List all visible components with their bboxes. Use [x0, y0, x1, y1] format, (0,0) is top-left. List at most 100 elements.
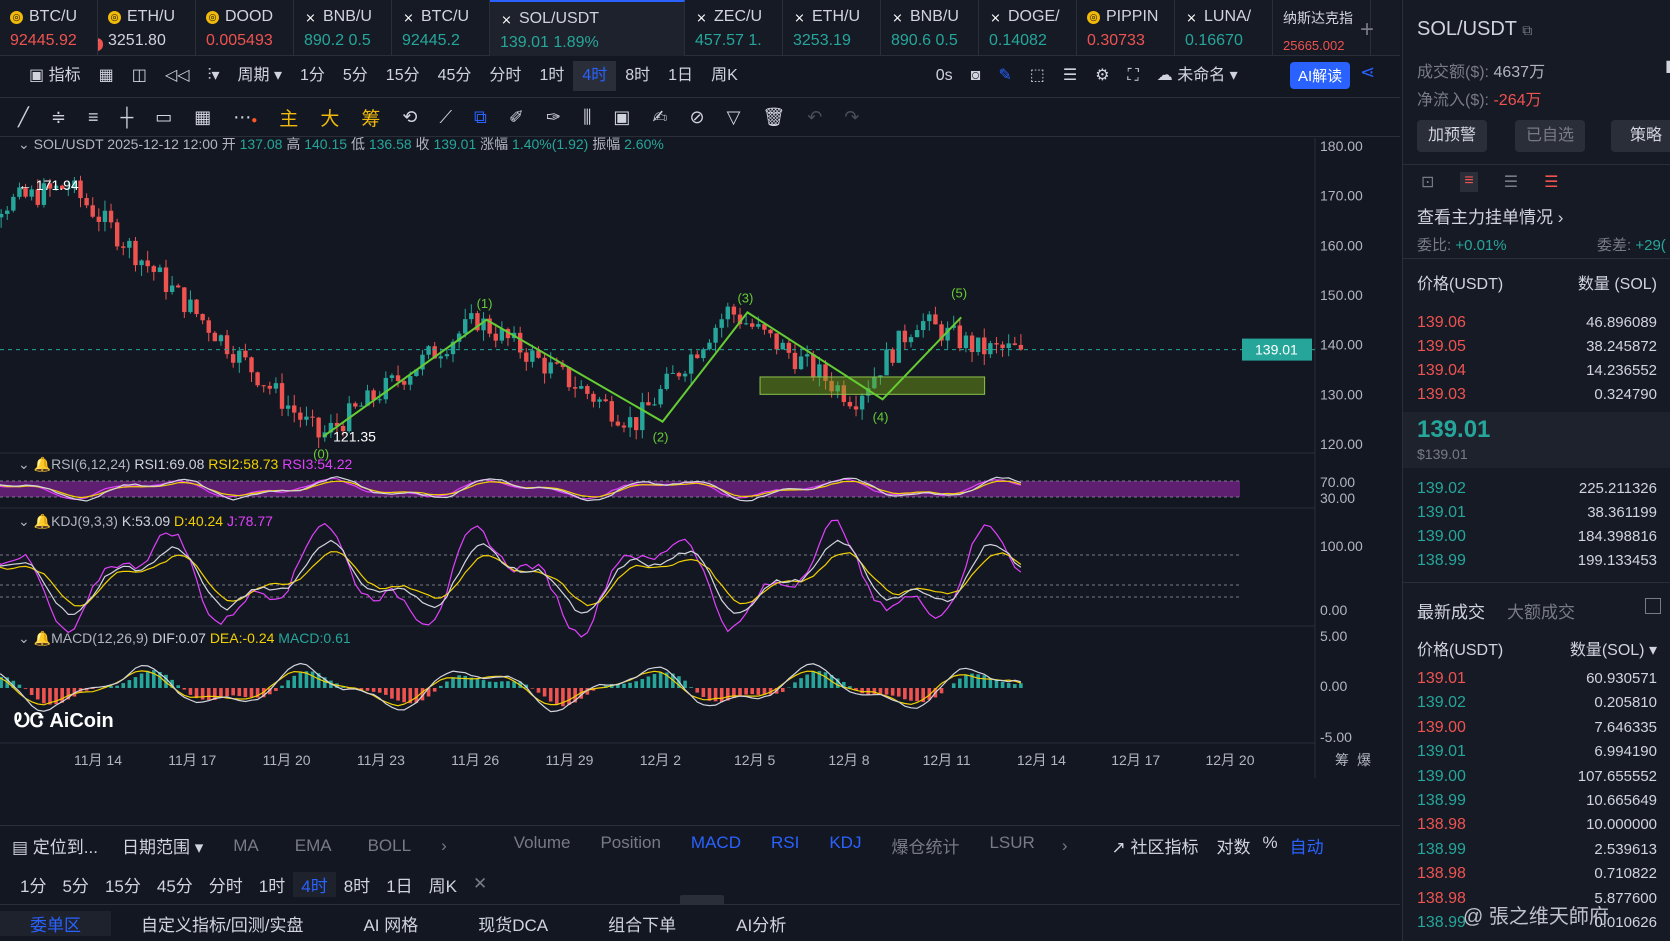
orderbook-row[interactable]: 138.99 2.539613 [1417, 841, 1657, 859]
formula-icon[interactable]: ⟲ [402, 106, 418, 127]
highlighter-icon[interactable]: ✑ [546, 106, 562, 127]
interval-5[interactable]: 1时 [539, 67, 565, 84]
orderbook-row[interactable]: 138.98 5.877600 [1417, 890, 1657, 908]
big-chip-button[interactable]: 大 [320, 108, 340, 130]
more-tools-icon[interactable]: ⋯● [233, 106, 258, 127]
orderbook-row[interactable]: 138.98 10.000000 [1417, 816, 1657, 834]
copy-icon[interactable]: ⧉ [474, 106, 487, 127]
interval-0[interactable]: 1分 [299, 67, 325, 84]
more-main-icon[interactable]: › [441, 835, 447, 855]
interval-7[interactable]: 8时 [625, 67, 651, 84]
add-alert-button[interactable]: 加预警 [1417, 120, 1487, 152]
expand-icon[interactable]: ⬚ [1029, 67, 1045, 84]
note-icon[interactable]: ✍ [652, 106, 668, 127]
sub-indicator-6[interactable]: LSUR [989, 833, 1035, 852]
panel-toggle-handle[interactable] [680, 895, 724, 905]
share-icon[interactable]: ⋖ [1360, 62, 1376, 82]
ai-interpret-button[interactable]: AI解读 [1290, 62, 1351, 89]
add-tab-icon[interactable]: + [1360, 16, 1375, 43]
orderbook-row[interactable]: 139.01 6.994190 [1417, 743, 1657, 761]
date-range-dropdown[interactable]: 日期范围 ▾ [121, 838, 204, 857]
bottom-interval-3[interactable]: 45分 [156, 876, 193, 896]
pen-icon[interactable]: ✎ [998, 67, 1012, 84]
layout-name-dropdown[interactable]: ☁ 未命名 ▾ [1156, 67, 1238, 84]
orderbook-row[interactable]: 139.00 184.398816 [1417, 528, 1657, 546]
bottom-interval-9[interactable]: 周K [428, 876, 457, 896]
redo-icon[interactable]: ↷ [844, 106, 860, 127]
settings-icon[interactable]: ⚙ [1095, 67, 1110, 84]
view-split-icon[interactable]: ≡ [1460, 172, 1478, 192]
fullscreen-icon[interactable]: ⛶ [1127, 67, 1139, 84]
bottom-interval-5[interactable]: 1时 [258, 876, 286, 896]
copy-icon[interactable]: ⧉ [1522, 22, 1533, 38]
sub-indicator-5[interactable]: 爆仓统计 [891, 838, 960, 857]
main-chip-button[interactable]: 主 [279, 108, 299, 130]
orderbook-row[interactable]: 139.01 38.361199 [1417, 504, 1657, 522]
sub-indicator-1[interactable]: Position [600, 833, 661, 852]
bottom-interval-8[interactable]: 1日 [386, 876, 413, 896]
orderbook-row[interactable]: 139.03 0.324790 [1417, 386, 1657, 404]
bottom-tab-1[interactable]: 自定义指标/回测/实盘 [141, 915, 304, 935]
sub-indicator-4[interactable]: KDJ [829, 833, 862, 852]
bottom-interval-4[interactable]: 分时 [208, 876, 243, 896]
ticker-tab[interactable]: ⨯ DOGE/0.14082 [979, 0, 1077, 56]
chip-button[interactable]: 筹 [361, 108, 381, 130]
scale-option-1[interactable]: % [1262, 833, 1278, 852]
favorite-button[interactable]: 已自选 [1515, 120, 1585, 152]
magnet-icon[interactable]: ⊘ [689, 106, 705, 127]
ticker-tab[interactable]: ◎ PIPPIN 0.30733 [1077, 0, 1175, 56]
orderbook-row[interactable]: 139.06 46.896089 [1417, 314, 1657, 332]
line-tool-icon[interactable]: ╱ [18, 106, 29, 127]
main-indicator-ema[interactable]: EMA [294, 835, 332, 855]
bottom-interval-1[interactable]: 5分 [62, 876, 89, 896]
strategy-button[interactable]: 策略 [1611, 120, 1670, 152]
interval-9[interactable]: 周K [711, 67, 738, 84]
rect-tool-icon[interactable]: ▭ [155, 106, 173, 127]
bottom-interval-7[interactable]: 8时 [343, 876, 371, 896]
trades-tab[interactable]: 最新成交 [1417, 603, 1485, 622]
indicator-button[interactable]: ▣ 指标 [29, 67, 81, 84]
orderbook-row[interactable]: 139.01 60.930571 [1417, 670, 1657, 688]
orderbook-row[interactable]: 139.00 7.646335 [1417, 719, 1657, 737]
big-trades-tab[interactable]: 大额成交 [1507, 603, 1575, 622]
camera-icon[interactable]: ◙ [970, 67, 981, 84]
orderbook-row[interactable]: 138.98 0.710822 [1417, 865, 1657, 883]
ticker-tab[interactable]: ⨯ BNB/U 890.2 0.5 [294, 0, 392, 56]
ticker-tab[interactable]: ◎ ETH/U 3251.80 NEW [98, 0, 196, 56]
bottom-tab-2[interactable]: AI 网格 [363, 915, 419, 935]
orderbook-row[interactable]: 138.99 199.133453 [1417, 552, 1657, 570]
bottom-tab-4[interactable]: 组合下单 [608, 915, 677, 935]
interval-6[interactable]: 4时 [573, 61, 617, 91]
bottom-interval-6[interactable]: 4时 [293, 871, 336, 897]
compare-icon[interactable]: ⫼ [583, 106, 592, 127]
brush-icon[interactable]: ✐ [508, 106, 524, 127]
sub-indicator-0[interactable]: Volume [513, 833, 571, 852]
filter-checkbox[interactable] [1645, 598, 1661, 614]
period-dropdown[interactable]: 周期 ▾ [237, 67, 282, 84]
orderbook-row[interactable]: 139.02 225.211326 [1417, 480, 1657, 498]
pin-icon[interactable]: ▮ [1665, 56, 1670, 76]
main-orders-link[interactable]: 查看主力挂单情况 › [1417, 208, 1564, 227]
bottom-tab-3[interactable]: 现货DCA [478, 915, 549, 935]
interval-1[interactable]: 5分 [342, 67, 368, 84]
grid-tool-icon[interactable]: ▦ [194, 106, 212, 127]
hline-tool-icon[interactable]: ┼ [120, 106, 134, 127]
community-indicator-button[interactable]: ↗ 社区指标 [1111, 838, 1199, 857]
ticker-tab[interactable]: ⨯ BNB/U 890.6 0.5 [881, 0, 979, 56]
channel-tool-icon[interactable]: ≑ [50, 106, 66, 127]
bottom-tab-5[interactable]: AI分析 [736, 915, 787, 935]
calendar-icon[interactable]: ▦ [98, 67, 114, 84]
ticker-tab[interactable]: ◎ DOOD 0.005493 [196, 0, 294, 56]
scale-option-0[interactable]: 对数 [1216, 838, 1251, 857]
orderbook-row[interactable]: 138.99 0.010626 [1417, 914, 1657, 932]
interval-2[interactable]: 15分 [385, 67, 420, 84]
orderbook-row[interactable]: 139.05 38.245872 [1417, 338, 1657, 356]
measure-icon[interactable]: ⟋ [439, 106, 453, 127]
scale-option-2[interactable]: 自动 [1289, 838, 1324, 857]
interval-8[interactable]: 1日 [668, 67, 694, 84]
orderbook-row[interactable]: 139.04 14.236552 [1417, 362, 1657, 380]
close-icon[interactable]: ✕ [473, 874, 488, 893]
orderbook-row[interactable]: 139.00 107.655552 [1417, 768, 1657, 786]
candle-type-icon[interactable]: ⫶▾ [207, 67, 220, 84]
ticker-tab[interactable]: ⨯ BTC/U 92445.2 [392, 0, 490, 56]
